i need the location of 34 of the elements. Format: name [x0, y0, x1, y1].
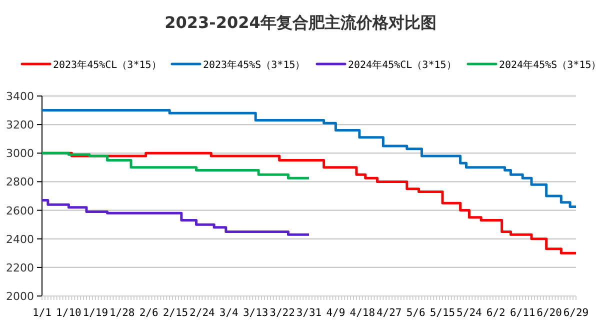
legend-label: 2023年45%S（3*15） [203, 59, 306, 71]
x-tick-label: 6/2 [486, 307, 506, 319]
y-tick-label: 2800 [6, 176, 34, 189]
x-tick-label: 3/13 [242, 307, 268, 319]
x-tick-label: 3/4 [219, 307, 238, 319]
legend-label: 2024年45%S（3*15） [499, 59, 601, 71]
y-tick-label: 2400 [6, 232, 34, 246]
y-tick-label: 3000 [6, 147, 34, 160]
x-tick-label: 2/15 [162, 307, 188, 319]
y-tick-label: 3400 [6, 90, 34, 103]
x-tick-label: 6/29 [563, 307, 589, 319]
chart-title: 2023-2024年复合肥主流价格对比图 [164, 13, 436, 32]
x-tick-label: 2/24 [190, 307, 215, 319]
x-tick-label: 1/19 [82, 307, 108, 319]
x-tick-label: 1/1 [32, 307, 52, 319]
legend-label: 2023年45%CL（3*15） [53, 59, 162, 71]
y-tick-label: 2200 [6, 261, 34, 274]
x-tick-label: 5/15 [430, 307, 456, 319]
x-tick-label: 5/6 [406, 307, 426, 319]
x-tick-label: 1/10 [56, 307, 82, 319]
x-tick-label: 4/18 [350, 307, 376, 319]
legend-label: 2024年45%CL（3*15） [348, 59, 456, 71]
y-tick-label: 3200 [6, 118, 34, 132]
x-tick-label: 5/24 [456, 307, 482, 319]
y-tick-label: 2000 [6, 290, 34, 303]
x-tick-label: 4/9 [326, 307, 346, 319]
x-tick-label: 3/22 [270, 307, 295, 319]
x-tick-label: 2/6 [139, 307, 158, 319]
x-tick-label: 1/28 [109, 307, 135, 319]
x-tick-label: 3/31 [296, 307, 322, 319]
x-tick-label: 6/11 [510, 307, 536, 319]
x-tick-label: 6/20 [536, 307, 562, 319]
x-tick-label: 4/27 [376, 307, 402, 319]
y-tick-label: 2600 [6, 204, 34, 218]
